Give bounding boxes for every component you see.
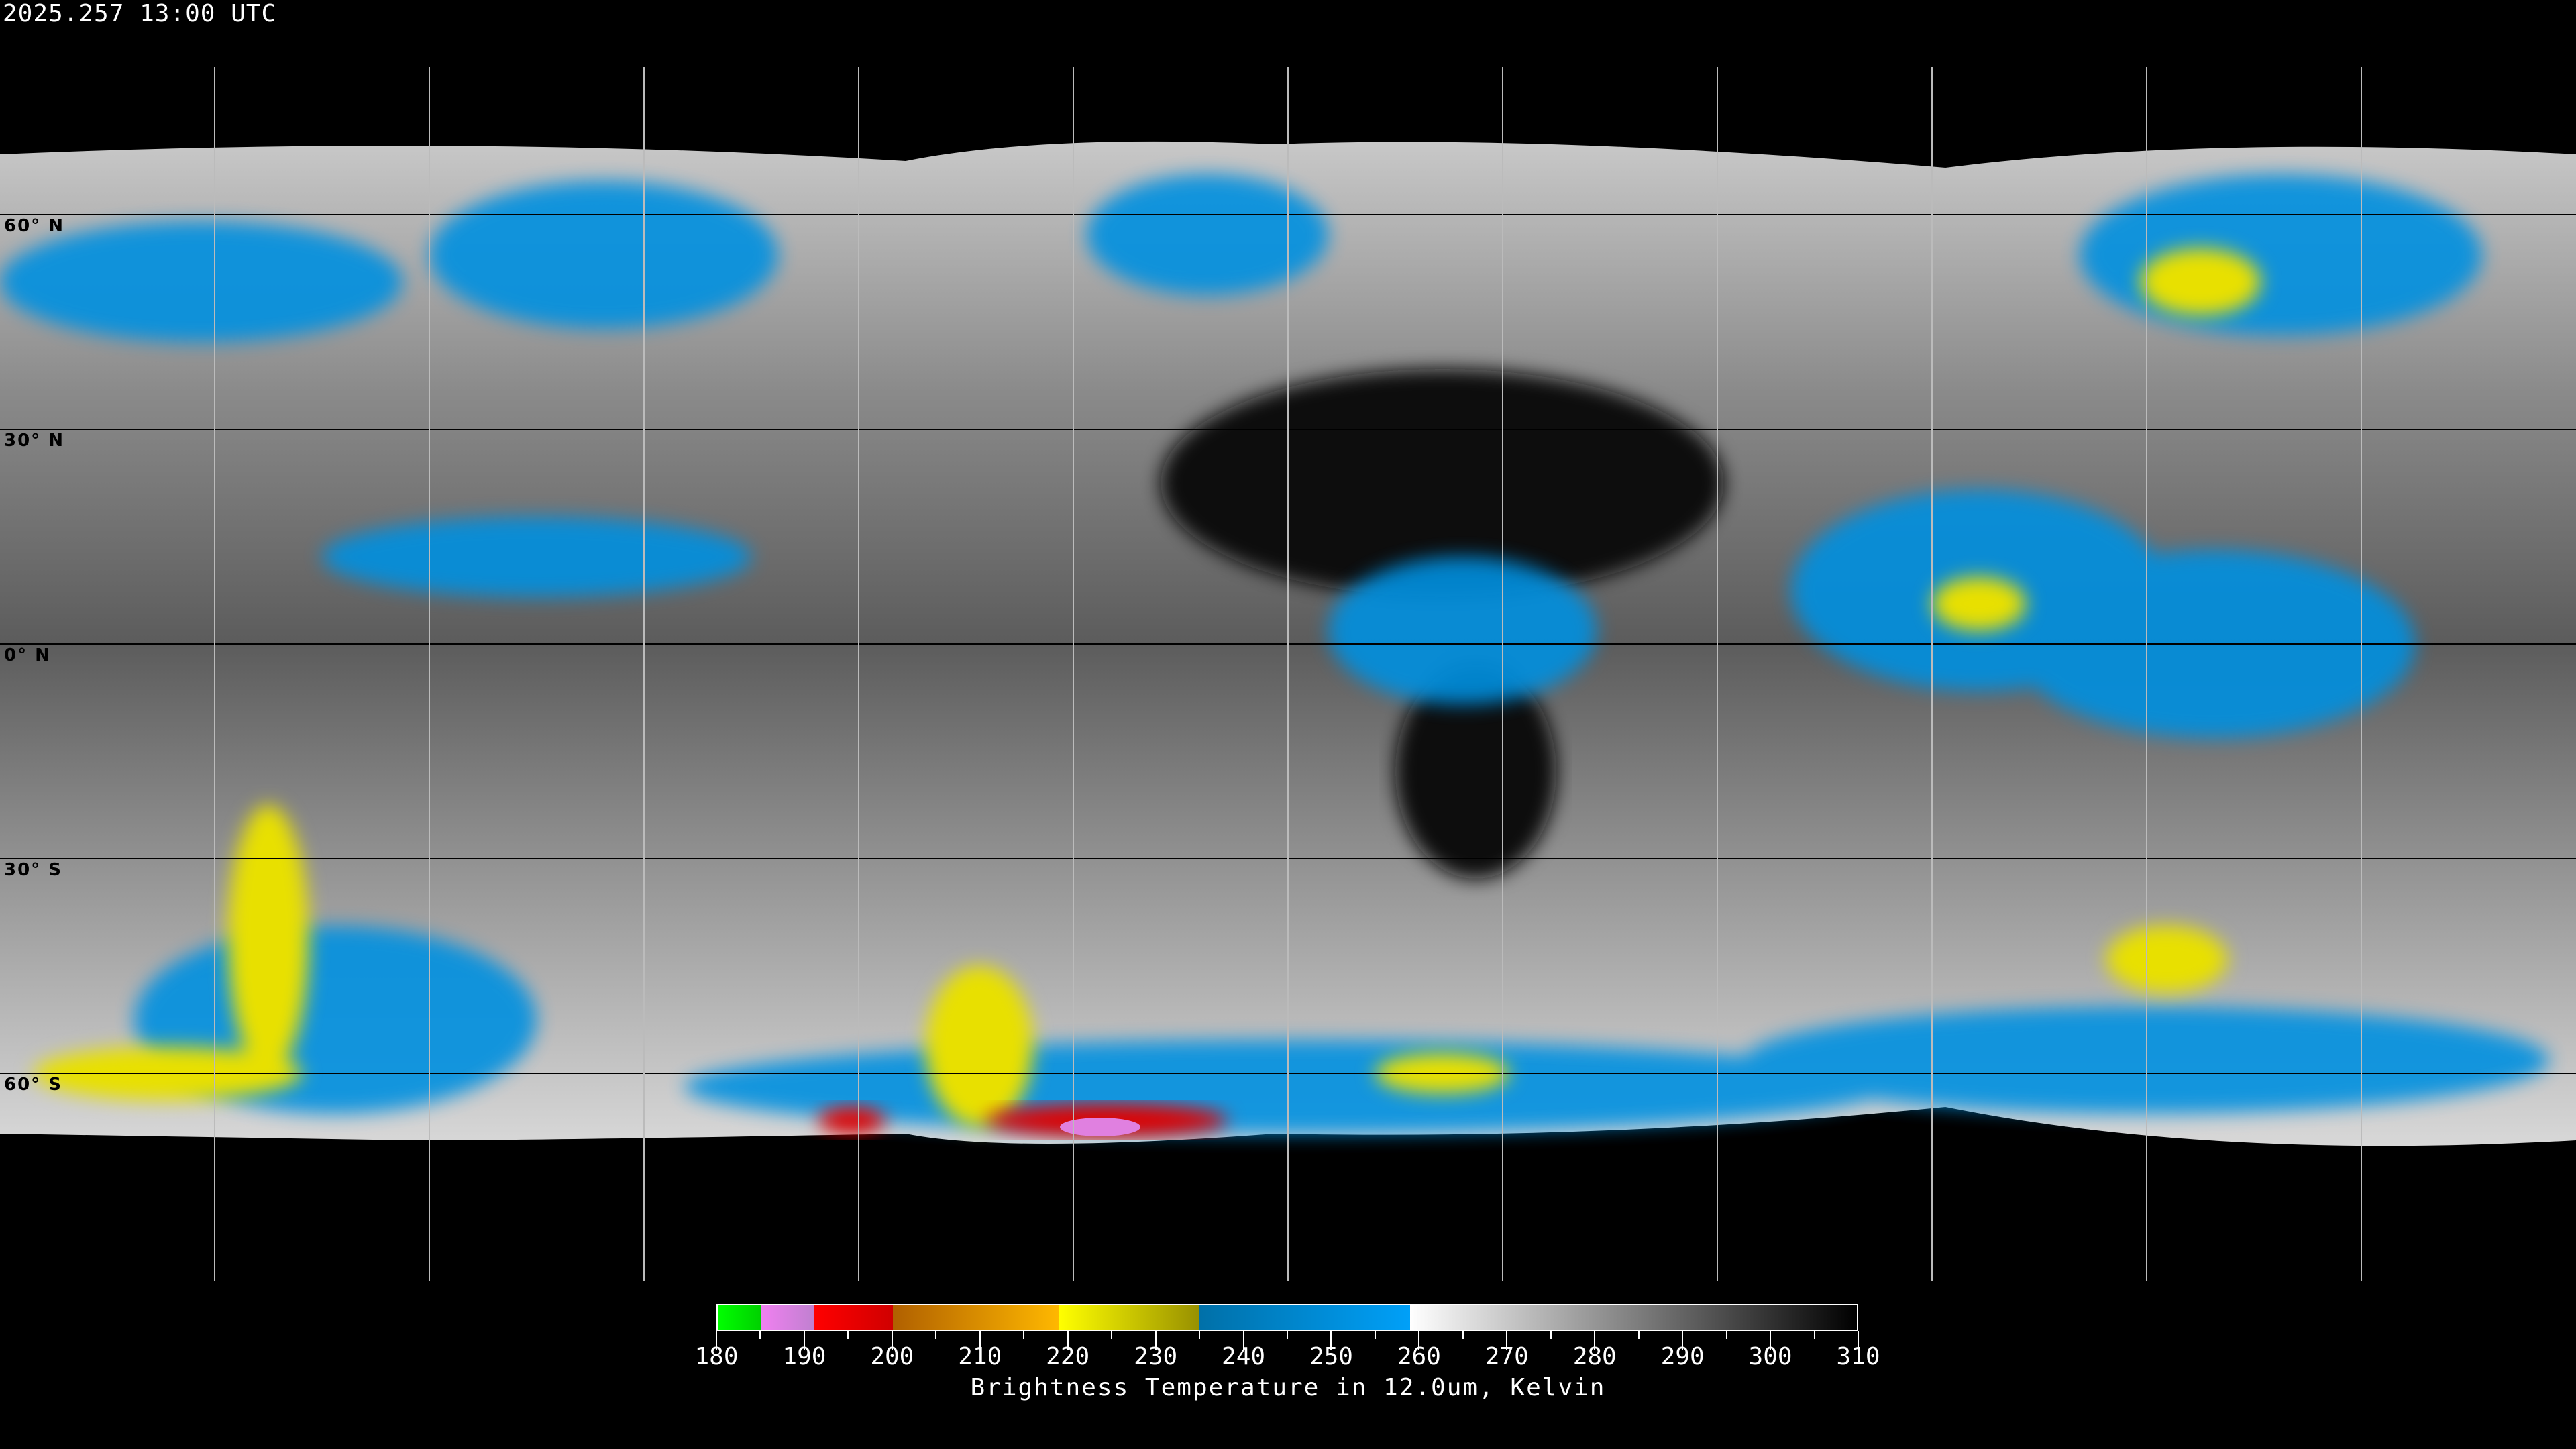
lat-label-0n: 0° N	[4, 645, 51, 665]
colorbar-tick	[1330, 1331, 1332, 1350]
colorbar-tick	[1155, 1331, 1157, 1350]
colorbar-tick	[1023, 1331, 1025, 1339]
colorbar-tick	[891, 1331, 893, 1350]
colorbar-tick	[716, 1331, 717, 1350]
lat-label-30n: 30° N	[4, 431, 64, 451]
colorbar-tick	[759, 1331, 761, 1339]
lat-label-30s: 30° S	[4, 860, 62, 880]
colorbar-tick	[1067, 1331, 1069, 1350]
colorbar-tick	[1550, 1331, 1552, 1339]
colorbar-segment	[814, 1305, 894, 1330]
colorbar-tick-label: 270	[1485, 1343, 1529, 1371]
colorbar-tick	[1813, 1331, 1815, 1339]
colorbar-tick-label: 230	[1134, 1343, 1178, 1371]
colorbar-tick	[1111, 1331, 1113, 1339]
cloud-violet	[1060, 1118, 1140, 1136]
colorbar-tick	[979, 1331, 981, 1350]
colorbar-tick	[1594, 1331, 1596, 1350]
colorbar-tick-label: 310	[1836, 1343, 1880, 1371]
colorbar-tick	[1462, 1331, 1464, 1339]
lat-label-60n: 60° N	[4, 216, 64, 236]
colorbar-tick	[1858, 1331, 1859, 1350]
colorbar-tick	[1242, 1331, 1244, 1350]
colorbar-tick	[847, 1331, 849, 1339]
sahara-dark-region	[1161, 369, 1724, 879]
colorbar-segment	[893, 1305, 1060, 1330]
colorbar-tick-label: 180	[694, 1343, 739, 1371]
colorbar-tick-label: 240	[1222, 1343, 1266, 1371]
colorbar-tick	[1682, 1331, 1684, 1350]
colorbar-tick-label: 200	[870, 1343, 914, 1371]
colorbar-tick-label: 250	[1309, 1343, 1353, 1371]
colorbar-tick	[1638, 1331, 1640, 1339]
colorbar-tick	[1418, 1331, 1420, 1350]
colorbar-tick	[1287, 1331, 1288, 1339]
colorbar-tick	[1770, 1331, 1772, 1350]
colorbar-tick-label: 300	[1748, 1343, 1792, 1371]
colorbar-segment	[761, 1305, 814, 1330]
colorbar-title: Brightness Temperature in 12.0um, Kelvin	[970, 1374, 1606, 1401]
colorbar-segment	[1409, 1305, 1857, 1330]
colorbar-segment	[1199, 1305, 1410, 1330]
colorbar-tick-label: 260	[1397, 1343, 1441, 1371]
satellite-brightness-temperature-map	[0, 67, 2576, 1281]
colorbar-tick-label: 190	[782, 1343, 826, 1371]
timestamp-title: 2025.257 13:00 UTC	[3, 0, 277, 28]
colorbar-segment	[718, 1305, 762, 1330]
colorbar-tick-label: 210	[958, 1343, 1002, 1371]
colorbar-tick	[935, 1331, 937, 1339]
colorbar-tick-label: 280	[1572, 1343, 1617, 1371]
colorbar-tick-label: 290	[1660, 1343, 1705, 1371]
colorbar	[716, 1304, 1858, 1331]
lat-label-60s: 60° S	[4, 1075, 62, 1095]
colorbar-tick	[1725, 1331, 1727, 1339]
colorbar-tick	[803, 1331, 805, 1350]
colorbar-tick-label: 220	[1046, 1343, 1090, 1371]
colorbar-segment	[1059, 1305, 1200, 1330]
cloud-yellow	[34, 248, 2261, 1127]
colorbar-tick	[1374, 1331, 1376, 1339]
colorbar-tick	[1199, 1331, 1201, 1339]
colorbar-tick	[1506, 1331, 1508, 1350]
